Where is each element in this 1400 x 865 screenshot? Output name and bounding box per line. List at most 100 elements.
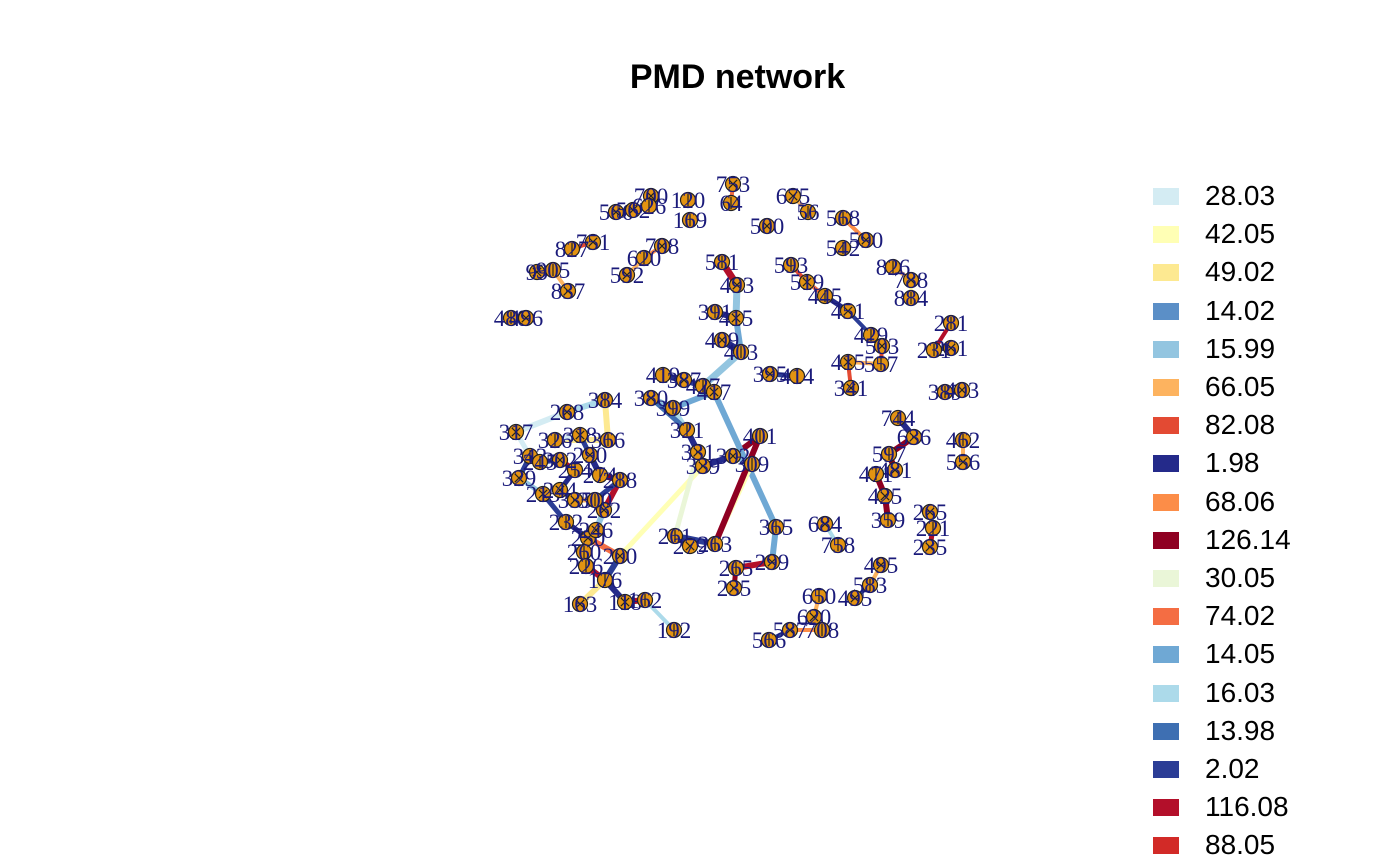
node-n78: 221 (916, 516, 951, 541)
node-label: 493 (720, 273, 755, 298)
node-n116: 245 (523, 450, 558, 475)
node-n100: 176 (588, 568, 623, 593)
legend-swatch (1153, 684, 1179, 702)
node-glyph (946, 343, 956, 353)
node-n62: 401 (743, 424, 778, 449)
legend-label: 126.14 (1205, 523, 1291, 555)
node-label: 556 (946, 450, 981, 475)
node-glyph (709, 387, 719, 397)
node-n70: 462 (946, 428, 981, 453)
node-glyph (562, 407, 572, 417)
node-label: 235 (717, 576, 752, 601)
legend-label: 49.02 (1205, 256, 1276, 288)
node-label: 566 (752, 628, 787, 653)
node-label: 399 (656, 396, 691, 421)
legend-label: 116.08 (1205, 791, 1289, 823)
legend-swatch (1153, 799, 1179, 817)
legend-item: 14.05 (1153, 638, 1393, 669)
node-label: 753 (716, 172, 751, 197)
legend-label: 16.03 (1205, 676, 1276, 708)
node-n73: 481 (878, 458, 913, 483)
node-glyph (622, 270, 632, 280)
node-label: 176 (588, 568, 623, 593)
node-n90: 566 (752, 628, 787, 653)
node-glyph (732, 280, 742, 290)
node-label: 366 (591, 428, 626, 453)
node-glyph (611, 207, 621, 217)
node-n79: 235 (913, 535, 948, 560)
node-n43: 415 (831, 350, 866, 375)
node-label: 425 (868, 484, 903, 509)
node-n108: 232 (549, 510, 584, 535)
node-glyph (731, 313, 741, 323)
node-label: 827 (555, 237, 590, 262)
node-label: 120 (671, 188, 706, 213)
node-n115: 302 (543, 448, 578, 473)
legend-item: 126.14 (1153, 523, 1393, 555)
node-label: 415 (831, 350, 866, 375)
node-n25: 788 (894, 268, 929, 293)
node-n57: 268 (550, 400, 585, 425)
node-glyph (958, 457, 968, 467)
node-glyph (843, 306, 853, 316)
node-n58: 321 (670, 418, 705, 443)
node-n19: 592 (610, 263, 645, 288)
node-label: 235 (913, 535, 948, 560)
node-label: 326 (538, 428, 573, 453)
node-glyph (698, 461, 708, 471)
legend-item: 66.05 (1153, 371, 1393, 402)
node-glyph (785, 625, 795, 635)
node-n34: 391 (698, 300, 733, 325)
node-label: 365 (759, 515, 794, 540)
node-glyph (717, 335, 727, 345)
node-label: 744 (881, 406, 916, 431)
node-glyph (877, 341, 887, 351)
node-n98: 192 (657, 618, 692, 643)
node-n21: 493 (720, 273, 755, 298)
legend-swatch (1153, 188, 1179, 205)
node-n23: 519 (790, 270, 825, 295)
node-glyph (728, 451, 738, 461)
node-label: 169 (673, 208, 708, 233)
node-glyph (925, 542, 935, 552)
node-n12: 542 (826, 236, 861, 261)
legend-item: 42.05 (1153, 218, 1393, 249)
legend-label: 13.98 (1205, 714, 1276, 746)
node-label: 568 (826, 206, 861, 231)
node-glyph (588, 237, 598, 247)
edge-n53-n80 (711, 389, 779, 530)
legend-label: 68.06 (1205, 485, 1276, 517)
legend-label: 88.05 (1205, 829, 1276, 861)
legend-swatch (1153, 340, 1179, 358)
node-n80: 365 (759, 515, 794, 540)
node-label: 590 (849, 228, 884, 253)
node-n89: 587 (773, 618, 808, 643)
node-label: 302 (543, 448, 578, 473)
node-label: 587 (773, 618, 808, 643)
node-glyph (615, 551, 625, 561)
node-label: 403 (945, 378, 980, 403)
node-n60: 366 (591, 428, 626, 453)
legend-swatch (1153, 646, 1179, 664)
node-glyph (693, 447, 703, 457)
node-n18: 620 (627, 246, 662, 271)
node-n35: 415 (719, 306, 754, 331)
node-glyph (765, 369, 775, 379)
node-n40: 231 (917, 338, 952, 363)
node-label: 481 (878, 458, 913, 483)
node-n15: 751 (576, 230, 611, 255)
node-glyph (957, 385, 967, 395)
node-label: 245 (523, 450, 558, 475)
edge-n94-n59 (672, 449, 701, 539)
node-label: 192 (657, 618, 692, 643)
node-label: 417 (697, 380, 732, 405)
node-n91: 299 (755, 550, 790, 575)
node-label: 281 (934, 311, 969, 336)
node-n28: 905 (536, 258, 571, 283)
node-n24: 826 (876, 255, 911, 280)
node-glyph (575, 430, 585, 440)
legend-swatch (1153, 302, 1179, 320)
node-n16: 827 (555, 237, 590, 262)
node-n63: 302 (716, 444, 751, 469)
